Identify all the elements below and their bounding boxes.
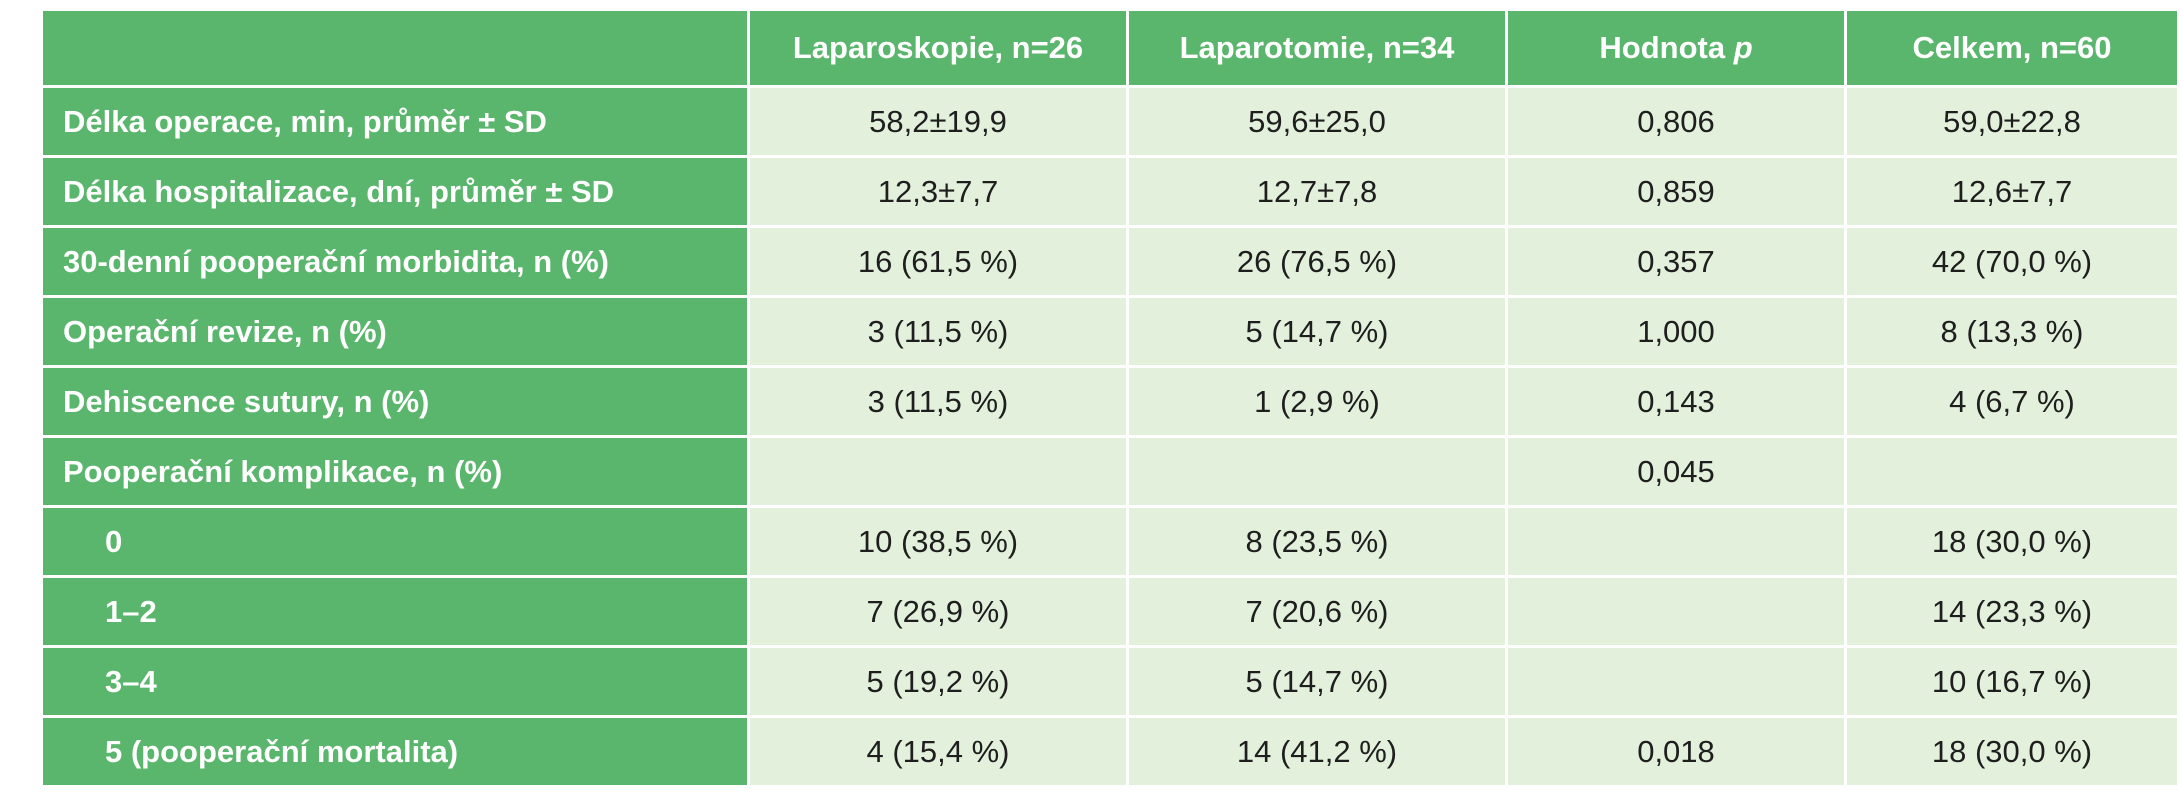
cell-p-value	[1508, 578, 1844, 645]
row-label: Dehiscence sutury, n (%)	[43, 368, 747, 435]
cell-laparotomie: 12,7±7,8	[1129, 158, 1505, 225]
cell-laparotomie: 5 (14,7 %)	[1129, 648, 1505, 715]
row-label: Operační revize, n (%)	[43, 298, 747, 365]
cell-laparoskopie: 58,2±19,9	[750, 88, 1126, 155]
cell-p-value: 0,859	[1508, 158, 1844, 225]
cell-laparoskopie: 12,3±7,7	[750, 158, 1126, 225]
cell-p-value	[1508, 508, 1844, 575]
cell-laparotomie	[1129, 438, 1505, 505]
table-row: 0 10 (38,5 %) 8 (23,5 %) 18 (30,0 %)	[43, 508, 2177, 575]
cell-celkem: 4 (6,7 %)	[1847, 368, 2177, 435]
row-label: 30-denní pooperační morbidita, n (%)	[43, 228, 747, 295]
cell-celkem: 12,6±7,7	[1847, 158, 2177, 225]
header-laparoskopie: Laparoskopie, n=26	[750, 11, 1126, 85]
row-label: 5 (pooperační mortalita)	[43, 718, 747, 785]
cell-celkem: 10 (16,7 %)	[1847, 648, 2177, 715]
results-table-container: Laparoskopie, n=26 Laparotomie, n=34 Hod…	[40, 8, 2177, 788]
cell-laparoskopie: 7 (26,9 %)	[750, 578, 1126, 645]
cell-laparotomie: 59,6±25,0	[1129, 88, 1505, 155]
row-label: 0	[43, 508, 747, 575]
row-label: Délka hospitalizace, dní, průměr ± SD	[43, 158, 747, 225]
cell-laparotomie: 26 (76,5 %)	[1129, 228, 1505, 295]
cell-p-value	[1508, 648, 1844, 715]
row-label: Pooperační komplikace, n (%)	[43, 438, 747, 505]
cell-celkem: 59,0±22,8	[1847, 88, 2177, 155]
cell-celkem: 8 (13,3 %)	[1847, 298, 2177, 365]
header-laparotomie: Laparotomie, n=34	[1129, 11, 1505, 85]
table-row: Dehiscence sutury, n (%) 3 (11,5 %) 1 (2…	[43, 368, 2177, 435]
header-celkem: Celkem, n=60	[1847, 11, 2177, 85]
cell-laparoskopie: 16 (61,5 %)	[750, 228, 1126, 295]
table-row: 5 (pooperační mortalita) 4 (15,4 %) 14 (…	[43, 718, 2177, 785]
cell-laparoskopie: 4 (15,4 %)	[750, 718, 1126, 785]
cell-laparoskopie: 10 (38,5 %)	[750, 508, 1126, 575]
cell-laparoskopie: 3 (11,5 %)	[750, 368, 1126, 435]
cell-p-value: 0,018	[1508, 718, 1844, 785]
cell-celkem: 18 (30,0 %)	[1847, 718, 2177, 785]
cell-laparotomie: 7 (20,6 %)	[1129, 578, 1505, 645]
cell-p-value: 0,357	[1508, 228, 1844, 295]
cell-p-value: 0,806	[1508, 88, 1844, 155]
header-corner-cell	[43, 11, 747, 85]
cell-laparotomie: 14 (41,2 %)	[1129, 718, 1505, 785]
table-row: Operační revize, n (%) 3 (11,5 %) 5 (14,…	[43, 298, 2177, 365]
cell-celkem	[1847, 438, 2177, 505]
cell-laparoskopie	[750, 438, 1126, 505]
results-table: Laparoskopie, n=26 Laparotomie, n=34 Hod…	[40, 8, 2180, 788]
cell-p-value: 1,000	[1508, 298, 1844, 365]
table-row: Délka hospitalizace, dní, průměr ± SD 12…	[43, 158, 2177, 225]
cell-celkem: 18 (30,0 %)	[1847, 508, 2177, 575]
cell-laparotomie: 1 (2,9 %)	[1129, 368, 1505, 435]
table-row: 3–4 5 (19,2 %) 5 (14,7 %) 10 (16,7 %)	[43, 648, 2177, 715]
cell-laparotomie: 5 (14,7 %)	[1129, 298, 1505, 365]
cell-celkem: 14 (23,3 %)	[1847, 578, 2177, 645]
header-row: Laparoskopie, n=26 Laparotomie, n=34 Hod…	[43, 11, 2177, 85]
cell-laparoskopie: 3 (11,5 %)	[750, 298, 1126, 365]
cell-laparoskopie: 5 (19,2 %)	[750, 648, 1126, 715]
cell-celkem: 42 (70,0 %)	[1847, 228, 2177, 295]
header-p-prefix: Hodnota	[1599, 30, 1734, 65]
table-row: Délka operace, min, průměr ± SD 58,2±19,…	[43, 88, 2177, 155]
table-row: 30-denní pooperační morbidita, n (%) 16 …	[43, 228, 2177, 295]
row-label: 1–2	[43, 578, 747, 645]
row-label: Délka operace, min, průměr ± SD	[43, 88, 747, 155]
table-row: 1–2 7 (26,9 %) 7 (20,6 %) 14 (23,3 %)	[43, 578, 2177, 645]
header-p-symbol: p	[1733, 30, 1753, 65]
cell-p-value: 0,045	[1508, 438, 1844, 505]
cell-p-value: 0,143	[1508, 368, 1844, 435]
header-p-value: Hodnota p	[1508, 11, 1844, 85]
row-label: 3–4	[43, 648, 747, 715]
cell-laparotomie: 8 (23,5 %)	[1129, 508, 1505, 575]
table-row: Pooperační komplikace, n (%) 0,045	[43, 438, 2177, 505]
